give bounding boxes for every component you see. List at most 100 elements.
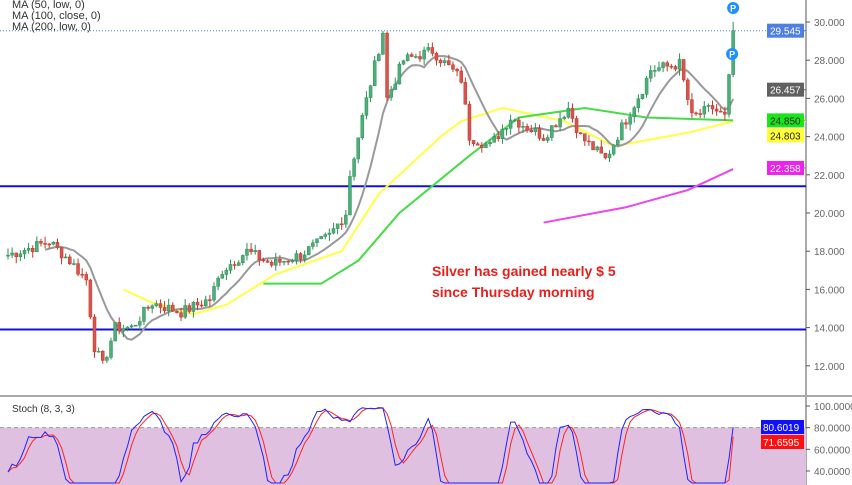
candle-body bbox=[22, 250, 27, 255]
candle-body bbox=[583, 133, 587, 142]
candle-body bbox=[327, 232, 332, 235]
candle-body bbox=[488, 142, 492, 145]
price-tick-label: 28.000 bbox=[814, 56, 845, 67]
pivot-marker bbox=[727, 2, 740, 14]
legend-ma50: MA (50, low, 0) bbox=[12, 0, 85, 11]
candle-body bbox=[681, 59, 686, 81]
candle-body bbox=[611, 144, 616, 155]
candle-body bbox=[529, 129, 533, 133]
candle-body bbox=[129, 325, 134, 328]
candle-body bbox=[397, 63, 402, 85]
candle-body bbox=[92, 316, 97, 353]
sma-line bbox=[44, 55, 735, 341]
legend-ma100: MA (100, close, 0) bbox=[12, 10, 101, 22]
candle-body bbox=[562, 116, 566, 119]
candle-body bbox=[187, 305, 192, 312]
price-tick-label: 18.000 bbox=[814, 247, 845, 258]
pivot-marker-label: P bbox=[730, 4, 736, 14]
candle-body bbox=[661, 62, 665, 68]
candle-body bbox=[133, 324, 138, 327]
candle-body bbox=[76, 263, 80, 275]
candle-body bbox=[377, 54, 381, 61]
ma-line bbox=[543, 168, 734, 224]
candle-body bbox=[142, 306, 146, 322]
candle-body bbox=[212, 286, 216, 301]
candle-body bbox=[162, 307, 167, 312]
candle-body bbox=[166, 304, 171, 312]
price-label-bg bbox=[767, 128, 804, 143]
legend-ma200: MA (200, low, 0) bbox=[12, 21, 91, 33]
candle-body bbox=[113, 322, 117, 342]
candle-body bbox=[504, 128, 509, 130]
candle-body bbox=[545, 137, 550, 141]
pivot-marker bbox=[726, 48, 739, 60]
candle-body bbox=[224, 270, 229, 275]
candle-body bbox=[175, 311, 179, 313]
candle-body bbox=[105, 357, 109, 361]
candle-body bbox=[339, 223, 344, 226]
candle-body bbox=[72, 263, 76, 265]
candle-body bbox=[269, 262, 274, 266]
candle-body bbox=[199, 304, 204, 307]
price-tick-label: 24.000 bbox=[814, 133, 845, 144]
stoch-tick-label: 80.0000 bbox=[814, 424, 851, 435]
candle-body bbox=[467, 103, 472, 141]
candle-body bbox=[550, 125, 554, 138]
candle-body bbox=[249, 248, 253, 252]
candle-body bbox=[401, 60, 406, 65]
candle-body bbox=[389, 89, 393, 98]
candle-body bbox=[335, 223, 340, 229]
candle-body bbox=[26, 248, 31, 251]
candle-body bbox=[475, 143, 480, 146]
candle-body bbox=[204, 299, 208, 307]
candle-body bbox=[68, 256, 72, 265]
candle-body bbox=[414, 56, 418, 58]
price-label: 24.803 bbox=[770, 131, 801, 142]
candle-body bbox=[101, 350, 105, 361]
candle-body bbox=[360, 115, 365, 139]
candle-body bbox=[624, 122, 628, 125]
candle-body bbox=[653, 70, 657, 72]
pivot-marker-label: P bbox=[729, 50, 735, 60]
candle-body bbox=[80, 273, 84, 276]
price-label: 24.850 bbox=[770, 116, 801, 127]
candle-body bbox=[216, 277, 220, 287]
candle-body bbox=[290, 260, 295, 263]
candle-body bbox=[447, 60, 451, 66]
candle-body bbox=[158, 303, 163, 308]
candle-body bbox=[138, 321, 142, 326]
stoch-value-label: 80.6019 bbox=[763, 423, 800, 434]
candle-body bbox=[595, 146, 599, 151]
candle-body bbox=[257, 250, 262, 261]
candle-body bbox=[719, 110, 723, 113]
candle-body bbox=[208, 299, 212, 301]
candle-body bbox=[640, 93, 645, 99]
candle-body bbox=[500, 128, 505, 140]
candle-body bbox=[471, 140, 476, 145]
price-tick-label: 12.000 bbox=[814, 362, 845, 373]
candle-body bbox=[644, 77, 649, 95]
price-tick-label: 26.000 bbox=[814, 94, 845, 105]
stoch-title: Stoch (8, 3, 3) bbox=[12, 404, 75, 415]
candle-body bbox=[245, 248, 249, 256]
candle-body bbox=[344, 214, 348, 225]
candle-body bbox=[236, 262, 241, 266]
candle-body bbox=[125, 326, 130, 329]
candle-body bbox=[146, 306, 150, 309]
candle-body bbox=[319, 236, 323, 239]
candle-body bbox=[47, 243, 51, 246]
candle-body bbox=[381, 32, 385, 55]
candle-body bbox=[323, 234, 327, 237]
candle-body bbox=[84, 274, 89, 281]
candle-body bbox=[723, 111, 727, 115]
stoch-tick-label: 40.0000 bbox=[814, 467, 851, 478]
candle-body bbox=[232, 264, 237, 266]
annotation-line-2: since Thursday morning bbox=[432, 284, 595, 300]
candle-body bbox=[677, 59, 682, 70]
candle-body bbox=[430, 47, 435, 54]
candle-body bbox=[554, 125, 558, 128]
stoch-label-bg bbox=[761, 435, 804, 450]
candle-body bbox=[591, 141, 595, 151]
